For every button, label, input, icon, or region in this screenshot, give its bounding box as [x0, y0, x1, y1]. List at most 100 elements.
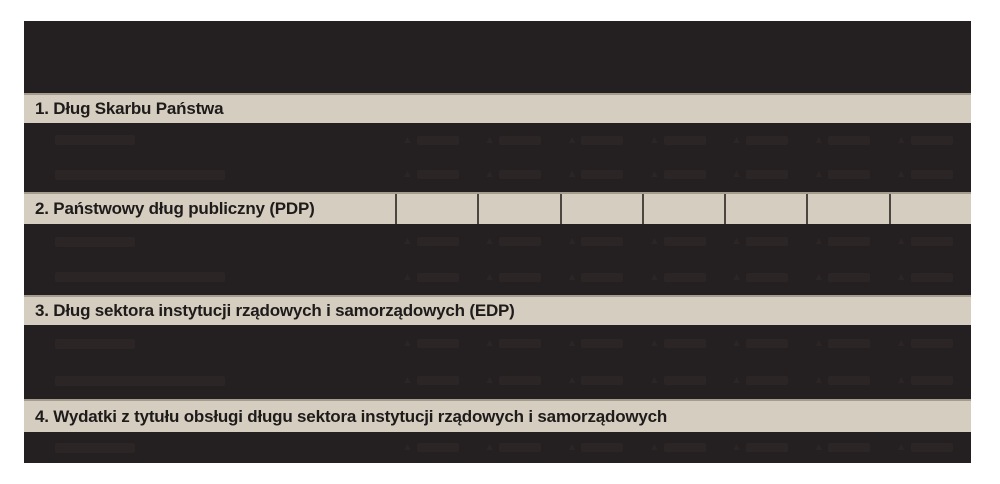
triangle-marker-icon: ▲ [402, 133, 413, 146]
triangle-marker-icon: ▲ [813, 235, 825, 248]
triangle-marker-icon: ▲ [731, 133, 743, 146]
redacted-value [746, 376, 789, 385]
section-label-cell: 3. Dług sektora instytucji rządowych i s… [24, 297, 515, 325]
data-cell: ▲ [395, 375, 477, 386]
triangle-marker-icon: ▲ [731, 374, 743, 386]
redacted-value [499, 135, 542, 145]
redacted-value [416, 443, 459, 452]
redacted-value [746, 272, 789, 282]
redacted-value [828, 376, 871, 385]
triangle-marker-icon: ▲ [895, 133, 907, 146]
triangle-marker-icon: ▲ [648, 133, 660, 146]
triangle-marker-icon: ▲ [402, 374, 413, 386]
data-cell: ▲ [806, 338, 888, 349]
row-label-cell [24, 442, 395, 453]
redacted-value [910, 272, 953, 282]
redacted-value [499, 237, 542, 247]
section-label-cell: 2. Państwowy dług publiczny (PDP) [24, 194, 395, 224]
data-cell: ▲ [560, 134, 642, 146]
triangle-marker-icon: ▲ [895, 441, 907, 453]
redacted-value [746, 237, 789, 247]
triangle-marker-icon: ▲ [402, 168, 413, 181]
data-cell: ▲ [560, 236, 642, 247]
empty-header-cell [888, 194, 971, 224]
redacted-value [416, 237, 459, 247]
section-label: 1. Dług Skarbu Państwa [35, 99, 224, 118]
triangle-marker-icon: ▲ [813, 270, 825, 283]
redacted-value [581, 237, 624, 247]
data-rows-section-1: ▲ ▲ ▲ ▲ ▲ ▲ ▲ ▲ ▲ ▲ ▲ ▲ ▲ ▲ [24, 123, 971, 192]
debt-table: 1. Dług Skarbu Państwa ▲ ▲ ▲ ▲ ▲ ▲ ▲ ▲ ▲… [24, 21, 971, 463]
redacted-value [499, 170, 542, 180]
data-cell: ▲ [642, 133, 724, 146]
redacted-value [416, 376, 459, 385]
data-cell: ▲ [642, 442, 724, 453]
data-cell: ▲ [477, 169, 559, 180]
redacted-value [499, 443, 542, 452]
data-cell: ▲ [724, 442, 806, 453]
table-header-block [24, 21, 971, 93]
triangle-marker-icon: ▲ [566, 168, 578, 181]
section-header-row-1: 1. Dług Skarbu Państwa [24, 93, 971, 123]
section-label: 4. Wydatki z tytułu obsługi długu sektor… [35, 406, 668, 426]
data-row: ▲ ▲ ▲ ▲ ▲ ▲ ▲ [24, 260, 971, 296]
data-cell: ▲ [806, 169, 888, 180]
triangle-marker-icon: ▲ [402, 441, 413, 453]
data-cell: ▲ [395, 270, 477, 283]
data-cell: ▲ [806, 134, 888, 146]
data-cell: ▲ [724, 375, 806, 386]
redacted-row-label [55, 169, 225, 180]
section-header-row-3: 3. Dług sektora instytucji rządowych i s… [24, 295, 971, 325]
data-row: ▲ ▲ ▲ ▲ ▲ ▲ ▲ [24, 432, 971, 463]
row-label-cell [24, 236, 395, 247]
redacted-row-label [55, 272, 225, 283]
data-cell: ▲ [560, 442, 642, 453]
data-cell: ▲ [477, 134, 559, 146]
redacted-value [499, 339, 542, 348]
triangle-marker-icon: ▲ [484, 374, 496, 386]
data-cell: ▲ [806, 442, 888, 453]
row-label-cell [24, 338, 395, 349]
section-header-row-4: 4. Wydatki z tytułu obsługi długu sektor… [24, 399, 971, 432]
redacted-value [663, 237, 706, 247]
redacted-value [499, 272, 542, 282]
data-cell: ▲ [642, 169, 724, 180]
data-cell: ▲ [395, 133, 477, 146]
triangle-marker-icon: ▲ [813, 441, 825, 453]
redacted-value [828, 272, 871, 282]
data-cell: ▲ [806, 236, 888, 247]
triangle-marker-icon: ▲ [484, 337, 496, 349]
redacted-value [663, 339, 706, 348]
triangle-marker-icon: ▲ [731, 270, 743, 283]
triangle-marker-icon: ▲ [648, 374, 660, 386]
redacted-row-label [55, 375, 225, 386]
redacted-value [581, 376, 624, 385]
redacted-value [581, 339, 624, 348]
data-cell: ▲ [724, 169, 806, 180]
redacted-value [416, 135, 459, 145]
data-cell: ▲ [477, 442, 559, 453]
triangle-marker-icon: ▲ [731, 168, 743, 181]
triangle-marker-icon: ▲ [484, 235, 496, 248]
triangle-marker-icon: ▲ [484, 270, 496, 283]
data-row: ▲ ▲ ▲ ▲ ▲ ▲ ▲ [24, 224, 971, 260]
redacted-row-label [55, 338, 135, 349]
triangle-marker-icon: ▲ [484, 441, 496, 453]
data-row: ▲ ▲ ▲ ▲ ▲ ▲ ▲ [24, 362, 971, 399]
data-cell: ▲ [806, 270, 888, 283]
triangle-marker-icon: ▲ [566, 441, 578, 453]
data-cell: ▲ [560, 169, 642, 180]
data-cell: ▲ [889, 442, 971, 453]
data-row: ▲ ▲ ▲ ▲ ▲ ▲ ▲ [24, 123, 971, 158]
redacted-value [416, 272, 459, 282]
redacted-row-label [55, 236, 135, 247]
data-cell: ▲ [889, 133, 971, 146]
redacted-value [663, 272, 706, 282]
triangle-marker-icon: ▲ [402, 270, 413, 283]
triangle-marker-icon: ▲ [648, 337, 660, 349]
redacted-value [746, 170, 789, 180]
redacted-value [581, 443, 624, 452]
redacted-value [910, 135, 953, 145]
section-header-row-2: 2. Państwowy dług publiczny (PDP) [24, 192, 971, 224]
data-cell: ▲ [642, 236, 724, 247]
